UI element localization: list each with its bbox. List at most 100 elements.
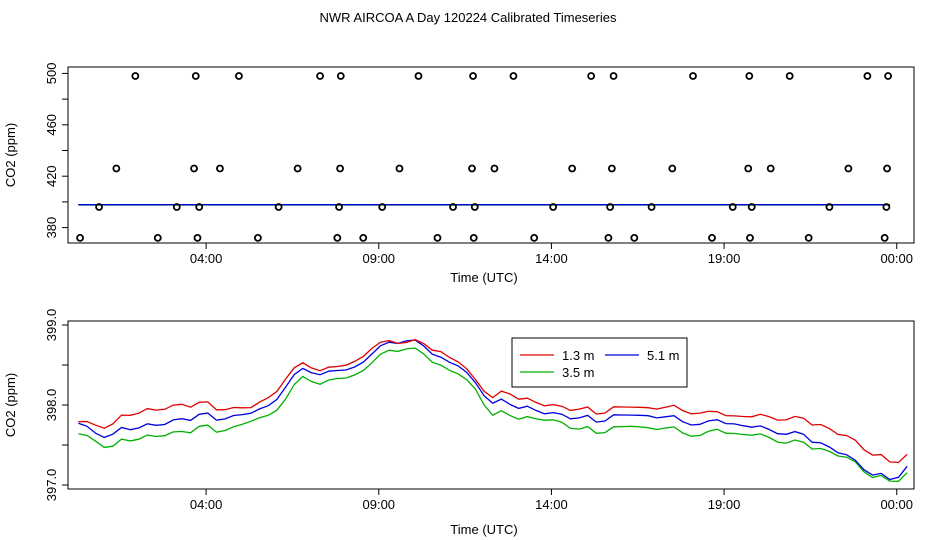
scatter-point bbox=[747, 203, 756, 211]
x-tick-label: 04:00 bbox=[190, 251, 223, 266]
scatter-point bbox=[884, 72, 893, 80]
scatter-point bbox=[433, 233, 442, 242]
scatter-point bbox=[880, 233, 889, 242]
bottom-series-lines bbox=[78, 338, 908, 482]
series-line-1-3-m bbox=[78, 338, 908, 464]
top-y-axis-label: CO2 (ppm) bbox=[3, 123, 18, 187]
scatter-point bbox=[112, 164, 121, 173]
scatter-point bbox=[530, 233, 539, 242]
bottom-x-axis: 04:00 09:00 14:00 19:00 00:00 bbox=[190, 489, 913, 512]
scatter-point bbox=[216, 164, 224, 173]
scatter-point bbox=[647, 203, 656, 211]
scatter-point bbox=[844, 164, 853, 173]
legend-label-5-1m: 5.1 m bbox=[647, 348, 680, 363]
scatter-point bbox=[882, 203, 891, 211]
scatter-point bbox=[689, 72, 697, 80]
y-tick-label: 420 bbox=[44, 165, 59, 187]
bottom-x-axis-label: Time (UTC) bbox=[450, 522, 517, 537]
figure-title: NWR AIRCOA A Day 120224 Calibrated Times… bbox=[320, 10, 617, 25]
series-line-5-1-m bbox=[78, 339, 908, 481]
scatter-point bbox=[728, 203, 737, 211]
scatter-point bbox=[235, 72, 243, 80]
series-line-3-5-m bbox=[78, 347, 908, 482]
scatter-point bbox=[587, 72, 596, 80]
x-tick-label: 00:00 bbox=[880, 251, 913, 266]
y-tick-label: 399.0 bbox=[44, 309, 59, 342]
x-tick-label: 14:00 bbox=[535, 497, 568, 512]
x-tick-label: 04:00 bbox=[190, 497, 223, 512]
scatter-point bbox=[449, 203, 457, 211]
top-scatter-points bbox=[76, 72, 893, 242]
bottom-chart-panel: 04:00 09:00 14:00 19:00 00:00 397.0 398.0 399.… bbox=[3, 309, 915, 537]
scatter-point bbox=[274, 203, 283, 211]
scatter-point bbox=[316, 72, 324, 80]
x-tick-label: 09:00 bbox=[363, 251, 396, 266]
scatter-point bbox=[668, 164, 677, 173]
scatter-point bbox=[191, 72, 200, 80]
x-tick-label: 00:00 bbox=[880, 497, 913, 512]
scatter-point bbox=[414, 72, 423, 80]
x-tick-label: 14:00 bbox=[535, 251, 568, 266]
scatter-point bbox=[883, 164, 891, 173]
scatter-point bbox=[744, 164, 753, 173]
scatter-point bbox=[335, 203, 343, 211]
legend-label-1-3m: 1.3 m bbox=[562, 348, 595, 363]
x-tick-label: 09:00 bbox=[363, 497, 396, 512]
scatter-point bbox=[95, 203, 103, 211]
scatter-point bbox=[607, 164, 616, 173]
scatter-point bbox=[509, 72, 518, 80]
legend-label-3-5m: 3.5 m bbox=[562, 365, 595, 380]
x-tick-label: 19:00 bbox=[708, 251, 741, 266]
scatter-point bbox=[804, 233, 813, 242]
scatter-point bbox=[336, 164, 345, 173]
scatter-point bbox=[76, 233, 84, 242]
scatter-point bbox=[745, 72, 754, 80]
y-tick-label: 500 bbox=[44, 63, 59, 85]
scatter-point bbox=[490, 164, 499, 173]
top-chart-panel: 04:00 09:00 14:00 19:00 00:00 380 420 460 500 T… bbox=[3, 63, 915, 285]
scatter-point bbox=[863, 72, 872, 80]
scatter-point bbox=[609, 72, 618, 80]
bottom-y-axis-label: CO2 (ppm) bbox=[3, 373, 18, 437]
scatter-point bbox=[131, 72, 140, 80]
y-tick-label: 460 bbox=[44, 114, 59, 136]
x-tick-label: 19:00 bbox=[708, 497, 741, 512]
top-y-axis: 380 420 460 500 bbox=[44, 63, 68, 239]
scatter-point bbox=[190, 164, 198, 173]
scatter-point bbox=[336, 72, 345, 80]
scatter-point bbox=[468, 164, 476, 173]
scatter-point bbox=[172, 203, 181, 211]
scatter-point bbox=[604, 233, 613, 242]
scatter-point bbox=[153, 233, 162, 242]
scatter-point bbox=[746, 233, 754, 242]
scatter-point bbox=[470, 203, 479, 211]
scatter-point bbox=[378, 203, 387, 211]
scatter-point bbox=[549, 203, 558, 211]
y-tick-label: 398.0 bbox=[44, 389, 59, 422]
scatter-point bbox=[766, 164, 775, 173]
scatter-point bbox=[708, 233, 716, 242]
top-x-axis: 04:00 09:00 14:00 19:00 00:00 bbox=[190, 243, 913, 266]
legend-box bbox=[511, 337, 688, 388]
scatter-point bbox=[193, 233, 202, 242]
scatter-point bbox=[630, 233, 639, 242]
top-plot-frame bbox=[67, 66, 915, 244]
scatter-point bbox=[606, 203, 615, 211]
scatter-point bbox=[333, 233, 342, 242]
scatter-point bbox=[785, 72, 794, 80]
scatter-point bbox=[195, 203, 204, 211]
scatter-point bbox=[359, 233, 368, 242]
chart-legend: 1.3 m 5.1 m 3.5 m bbox=[511, 337, 688, 388]
scatter-point bbox=[469, 233, 478, 242]
scatter-point bbox=[293, 164, 302, 173]
scatter-point bbox=[254, 233, 262, 242]
scatter-point bbox=[469, 72, 477, 80]
scatter-point bbox=[395, 164, 404, 173]
top-x-axis-label: Time (UTC) bbox=[450, 270, 517, 285]
y-tick-label: 380 bbox=[44, 217, 59, 239]
bottom-y-axis: 397.0 398.0 399.0 bbox=[44, 309, 68, 502]
scatter-point bbox=[568, 164, 577, 173]
scatter-point bbox=[825, 203, 834, 211]
y-tick-label: 397.0 bbox=[44, 469, 59, 502]
